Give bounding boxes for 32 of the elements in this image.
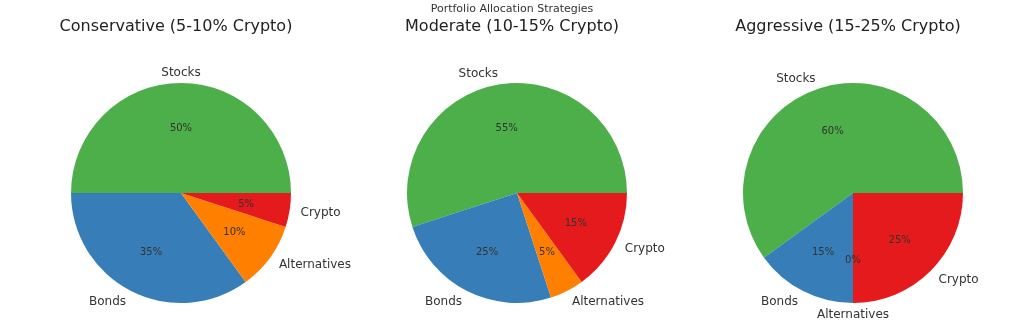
slice-label: Bonds [761,293,799,308]
chart-title: Moderate (10-15% Crypto) [404,16,620,35]
chart-title: Aggressive (15-25% Crypto) [734,16,962,35]
pie-slice [71,83,291,193]
data-label: 15% [564,217,587,229]
data-label: 25% [888,234,911,246]
slice-label: Stocks [776,70,816,85]
text: 0% [845,253,861,265]
slice-label: Alternatives [278,257,351,272]
data-label: 10% [223,226,246,238]
data-label: 35% [139,246,163,258]
data-label: 25% [475,246,499,258]
slice-label: Crypto [300,204,341,219]
chart-title: Conservative (5-10% Crypto) [58,16,294,35]
slice-label: Stocks [458,66,499,81]
data-label: 5% [238,197,255,209]
pie-slice [517,193,627,282]
slice-label: Alternatives [571,293,645,308]
data-label: 55% [495,122,518,134]
slice-label: Bonds [425,293,463,308]
slice-label: Stocks [161,65,201,79]
slice-label: Bonds [89,293,127,308]
slice-label: Crypto [624,240,665,255]
pie-slice [407,83,627,227]
text: Portfolio Allocation Strategies [429,2,595,15]
slice-label: Crypto [938,271,979,286]
data-label: 15% [811,246,835,258]
pie-slice [181,193,291,227]
data-label: 60% [821,124,844,136]
category-label: Alternatives [816,307,890,321]
data-label: 5% [539,246,555,258]
data-label: 50% [169,121,193,133]
